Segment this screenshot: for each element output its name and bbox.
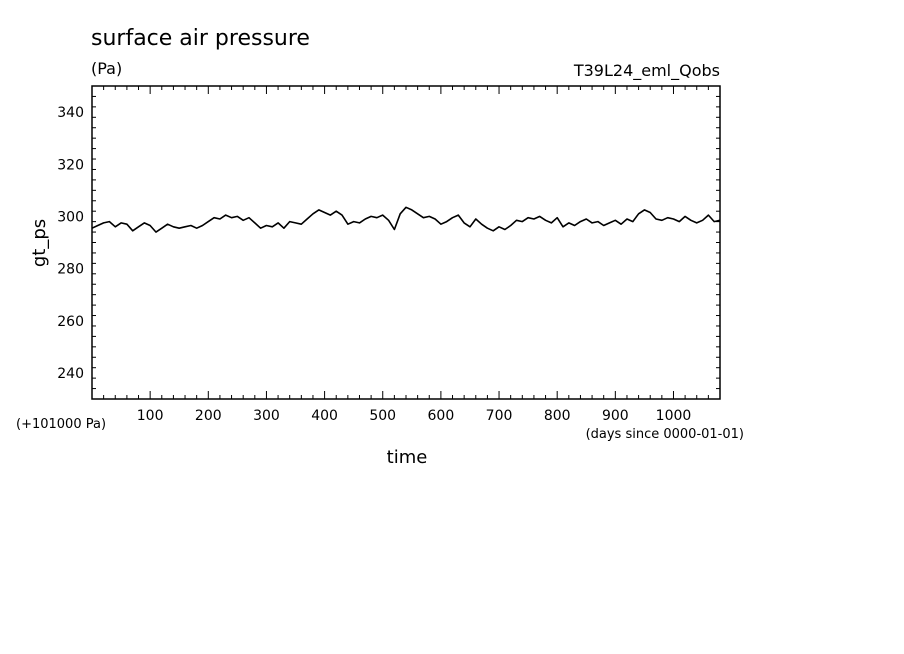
x-tick-label: 600 [428, 408, 455, 424]
axis-ticks [92, 86, 720, 399]
x-tick-label: 800 [544, 408, 571, 424]
y-tick-label: 320 [57, 157, 84, 173]
series-line-gt-ps [91, 206, 721, 233]
units-label: (Pa) [91, 59, 122, 78]
x-tick-label: 400 [311, 408, 338, 424]
x-tick-label: 900 [602, 408, 629, 424]
x-axis-title: time [387, 447, 428, 468]
y-offset-label: (+101000 Pa) [16, 417, 106, 432]
y-tick-label: 340 [57, 105, 84, 121]
x-tick-label: 300 [253, 408, 280, 424]
y-tick-label: 260 [57, 314, 84, 330]
y-tick-label: 300 [57, 209, 84, 225]
x-tick-label: 500 [369, 408, 396, 424]
chart-title: surface air pressure [91, 26, 310, 51]
y-tick-label: 280 [57, 262, 84, 278]
x-tick-label: 200 [195, 408, 222, 424]
x-tick-labels: 100 200 300 400 500 600 700 800 900 1000 [137, 408, 692, 424]
x-tick-label: 700 [486, 408, 513, 424]
run-label: T39L24_eml_Qobs [573, 61, 720, 81]
x-tick-label: 1000 [656, 408, 692, 424]
x-tick-label: 100 [137, 408, 164, 424]
y-axis-title: gt_ps [29, 219, 50, 267]
y-tick-label: 240 [57, 366, 84, 382]
x-units-label: (days since 0000-01-01) [586, 427, 744, 442]
y-tick-labels: 240 260 280 300 320 340 [57, 105, 84, 382]
